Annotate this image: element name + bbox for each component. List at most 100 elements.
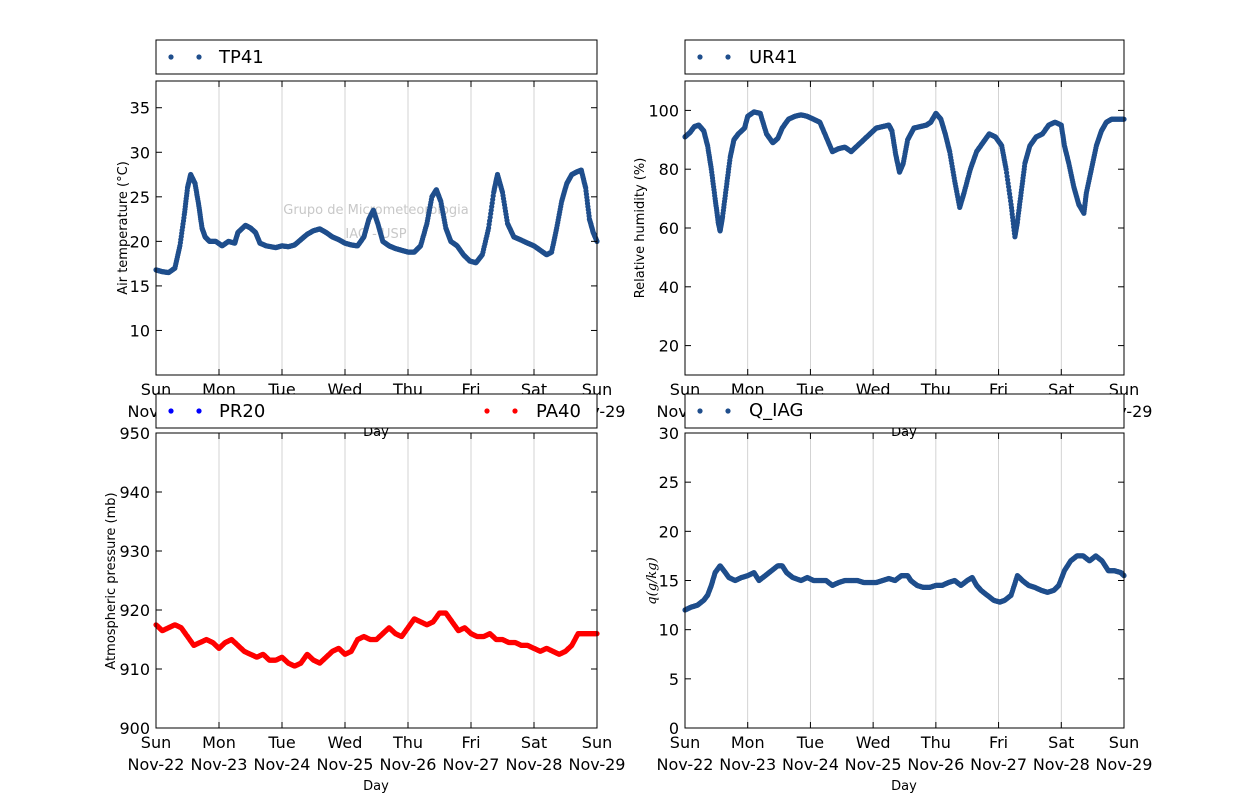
x-tick-label-date: Nov-22 — [128, 755, 185, 774]
y-axis-label: Air temperature (°C) — [116, 161, 131, 295]
legend-marker-q-iag-2 — [725, 408, 731, 414]
x-tick-label-date: Nov-28 — [1033, 755, 1090, 774]
x-axis-label: Day — [891, 779, 917, 794]
x-tick-label-day: Wed — [856, 733, 891, 752]
y-axis: 10 15 20 25 30 35 — [130, 99, 597, 340]
x-tick-label-date: Nov-26 — [380, 755, 437, 774]
y-tick-label: 950 — [119, 424, 150, 443]
legend-box-tp41 — [155, 39, 598, 75]
data-points — [153, 610, 600, 669]
air-temperature-panel: TP41 Grupo de Micrometeorologia IAG - US… — [116, 39, 625, 440]
y-tick-label: 940 — [119, 483, 150, 502]
atmospheric-pressure-panel: 900 910 920 930 940 950 Sun Nov-22 Mon Nov-23 Tue… — [104, 393, 626, 794]
y-tick-label: 100 — [648, 101, 679, 120]
x-tick-label-day: Tue — [267, 733, 295, 752]
y-axis: 20 40 60 80 100 — [648, 101, 1124, 356]
data-points — [682, 553, 1127, 613]
plot-frame — [155, 80, 598, 376]
y-tick-label: 10 — [130, 321, 150, 340]
legend-marker-tp41 — [168, 54, 174, 60]
x-tick-label-date: Nov-26 — [907, 755, 964, 774]
y-tick-label: 0 — [669, 719, 679, 738]
y-tick-label: 900 — [119, 719, 150, 738]
x-axis: SunNov-22MonNov-23TueNov-24WedNov-25ThuN… — [657, 81, 1152, 421]
legend-label-ur41: UR41 — [749, 47, 798, 68]
x-tick-label-date: Nov-23 — [191, 755, 248, 774]
x-tick-label-day: Sun — [141, 733, 171, 752]
x-axis: Sun Nov-22 Mon Nov-23 Tue Nov-24 Wed Nov-25 Thu N… — [657, 433, 1153, 774]
x-tick-label-day: Sun — [1109, 733, 1139, 752]
legend-label-pa40: PA40 — [536, 401, 581, 422]
relative-humidity-panel: UR41 20 40 60 80 100 SunNov-22MonNov-23TueNo… — [633, 39, 1152, 440]
y-tick-label: 5 — [669, 670, 679, 689]
y-tick-label: 40 — [659, 278, 679, 297]
y-tick-label: 910 — [119, 660, 150, 679]
legend-label-q-iag: Q_IAG — [749, 400, 803, 421]
y-tick-label: 20 — [659, 522, 679, 541]
y-tick-label: 15 — [659, 572, 679, 591]
x-tick-label-date: Nov-29 — [569, 755, 626, 774]
x-tick-label-day: Sun — [582, 733, 612, 752]
y-axis-label: q(g/kg) — [645, 557, 660, 604]
x-tick-label-day: Thu — [920, 733, 951, 752]
grid-lines — [218, 433, 535, 728]
x-tick-label-day: Fri — [989, 733, 1008, 752]
data-points — [682, 109, 1127, 240]
x-axis-label: Day — [363, 779, 389, 794]
x-tick-label-day: Mon — [731, 733, 765, 752]
x-tick-label-date: Nov-28 — [506, 755, 563, 774]
specific-humidity-panel: 0 5 10 15 20 25 30 Sun Nov-22 Mon Nov-23 Tue Nov-24… — [645, 393, 1153, 794]
legend-marker-ur41-2 — [725, 54, 731, 60]
x-tick-label-date: Nov-25 — [845, 755, 902, 774]
legend-label-pr20: PR20 — [219, 401, 265, 422]
y-axis: 900 910 920 930 940 950 — [119, 424, 597, 738]
x-tick-label-date: Nov-27 — [970, 755, 1027, 774]
legend-label-tp41: TP41 — [218, 47, 264, 68]
x-tick-label-date: Nov-23 — [719, 755, 776, 774]
legend-marker-ur41 — [697, 54, 703, 60]
x-tick-label-date: Nov-29 — [1096, 755, 1153, 774]
x-tick-label-date: Nov-25 — [317, 755, 374, 774]
data-points — [153, 167, 600, 276]
legend-marker-tp41-2 — [196, 54, 202, 60]
legend-marker-q-iag — [697, 408, 703, 414]
y-tick-label: 30 — [130, 143, 150, 162]
x-tick-label-day: Sun — [670, 733, 700, 752]
y-tick-label: 920 — [119, 601, 150, 620]
y-tick-label: 20 — [659, 337, 679, 356]
y-tick-label: 80 — [659, 160, 679, 179]
x-tick-label-date: Nov-24 — [254, 755, 311, 774]
x-tick-label-day: Fri — [461, 733, 480, 752]
watermark-line2: IAG - USP — [345, 227, 406, 242]
x-axis: Sun Nov-22 Mon Nov-23 Tue Nov-24 Wed Nov-25 Thu N… — [128, 433, 626, 774]
y-tick-label: 930 — [119, 542, 150, 561]
x-tick-label-day: Sat — [1048, 733, 1074, 752]
grid-lines — [218, 81, 535, 375]
legend-marker-pr20 — [168, 408, 174, 414]
y-tick-label: 60 — [659, 219, 679, 238]
y-tick-label: 25 — [130, 188, 150, 207]
legend-box-ur41 — [684, 39, 1125, 75]
x-tick-label-day: Thu — [392, 733, 423, 752]
grid-lines — [747, 81, 1062, 375]
y-axis: 0 5 10 15 20 25 30 — [659, 424, 1124, 738]
y-tick-label: 30 — [659, 424, 679, 443]
x-tick-label-date: Nov-22 — [657, 755, 714, 774]
legend-marker-pa40-2 — [512, 408, 518, 414]
x-tick-label-day: Mon — [202, 733, 236, 752]
x-tick-label-day: Tue — [796, 733, 824, 752]
legend-marker-pa40 — [484, 408, 490, 414]
y-tick-label: 10 — [659, 621, 679, 640]
x-tick-label-day: Wed — [328, 733, 363, 752]
x-tick-label-date: Nov-24 — [782, 755, 839, 774]
legend-box-q-iag — [684, 393, 1125, 429]
plot-frame — [155, 432, 598, 729]
x-tick-label-day: Sat — [521, 733, 547, 752]
legend-box-pressure — [155, 393, 598, 429]
y-tick-label: 35 — [130, 99, 150, 118]
y-axis-label: Relative humidity (%) — [633, 158, 648, 299]
x-tick-label-date: Nov-27 — [443, 755, 500, 774]
y-axis-label: Atmospheric pressure (mb) — [104, 492, 119, 669]
y-tick-label: 15 — [130, 277, 150, 296]
